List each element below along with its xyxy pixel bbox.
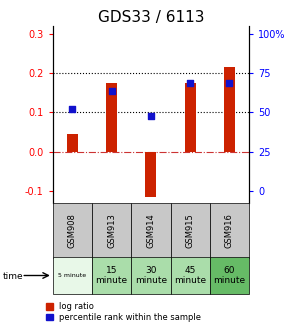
Bar — [53, 203, 92, 258]
Text: GSM913: GSM913 — [107, 213, 116, 248]
Bar — [131, 203, 171, 258]
Text: 30
minute: 30 minute — [135, 266, 167, 285]
Text: 60
minute: 60 minute — [213, 266, 246, 285]
Bar — [106, 83, 117, 152]
Bar — [224, 67, 235, 152]
Point — [227, 80, 232, 86]
Text: 45
minute: 45 minute — [174, 266, 206, 285]
Bar — [145, 152, 156, 197]
Bar — [131, 257, 171, 294]
Text: GSM908: GSM908 — [68, 213, 77, 248]
Point — [188, 80, 193, 86]
Bar — [210, 257, 249, 294]
Bar — [53, 257, 92, 294]
Bar — [92, 203, 131, 258]
Bar — [67, 134, 78, 152]
Text: GSM916: GSM916 — [225, 213, 234, 248]
Text: GSM914: GSM914 — [146, 213, 155, 248]
Title: GDS33 / 6113: GDS33 / 6113 — [98, 10, 204, 25]
Bar — [185, 83, 196, 152]
Bar — [171, 203, 210, 258]
Point — [109, 88, 114, 94]
Bar — [210, 203, 249, 258]
Text: GSM915: GSM915 — [186, 213, 195, 248]
Text: time: time — [3, 272, 23, 281]
Legend: log ratio, percentile rank within the sample: log ratio, percentile rank within the sa… — [45, 301, 202, 323]
Point — [70, 106, 75, 111]
Point — [149, 114, 153, 119]
Bar — [171, 257, 210, 294]
Bar — [92, 257, 131, 294]
Text: 15
minute: 15 minute — [96, 266, 128, 285]
Text: 5 minute: 5 minute — [58, 273, 86, 278]
